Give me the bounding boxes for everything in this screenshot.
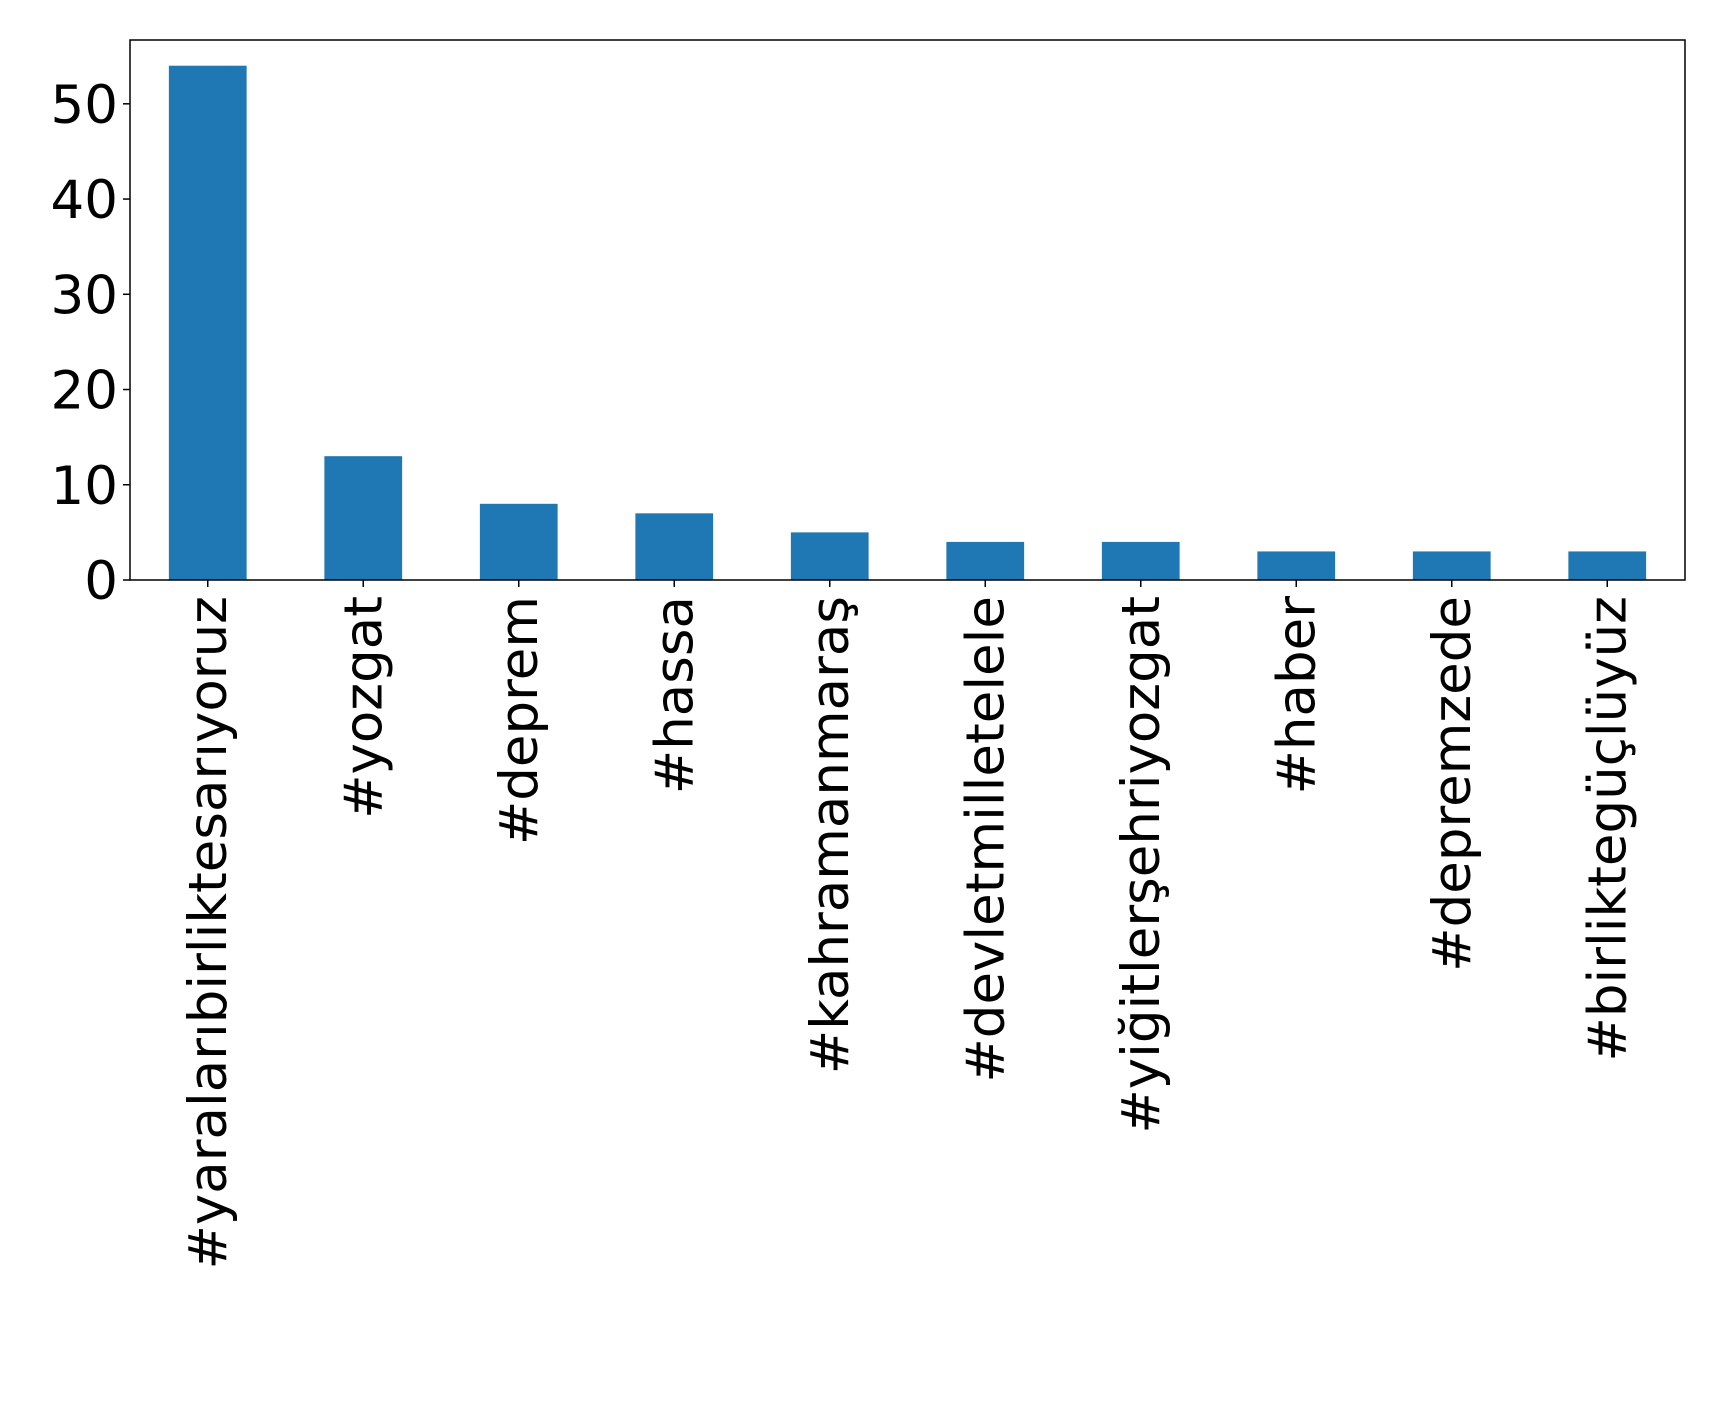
y-tick-label-2: 20: [51, 361, 118, 422]
x-tick-label-0: #yaralarıbirliktesarıyoruz: [178, 596, 239, 1270]
bar-6: [1101, 541, 1180, 580]
y-tick-label-3: 30: [51, 265, 118, 326]
bar-8: [1412, 551, 1491, 580]
x-tick-label-5: #devletmilletelele: [955, 596, 1016, 1083]
x-tick-label-3: #hassa: [644, 596, 705, 794]
x-tick-label-9: #birliktegüçlüyüz: [1577, 596, 1638, 1062]
y-tick-label-4: 40: [51, 170, 118, 231]
plot-frame: [129, 39, 1686, 581]
x-tick-label-7: #haber: [1266, 596, 1327, 795]
y-tick-label-5: 50: [51, 75, 118, 136]
bar-9: [1568, 551, 1647, 580]
y-axis: 0 10 20 30 40 50: [51, 75, 130, 612]
bar-3: [635, 513, 714, 580]
x-tick-label-4: #kahramanmaraş: [800, 596, 861, 1074]
bar-0: [168, 65, 247, 580]
bar-2: [479, 503, 558, 580]
y-tick-label-1: 10: [51, 456, 118, 517]
bar-4: [790, 532, 869, 580]
bars-group: [168, 65, 1647, 580]
bar-1: [324, 456, 403, 580]
x-tick-label-8: #depremzede: [1422, 596, 1483, 972]
x-axis: #yaralarıbirliktesarıyoruz #yozgat #deprem…: [178, 580, 1638, 1270]
bar-5: [946, 541, 1025, 580]
x-tick-label-1: #yozgat: [333, 596, 394, 819]
y-tick-label-0: 0: [84, 551, 118, 612]
x-tick-label-6: #yiğitlerşehriyozgat: [1111, 596, 1172, 1134]
x-tick-label-2: #deprem: [489, 596, 550, 845]
bar-7: [1257, 551, 1336, 580]
